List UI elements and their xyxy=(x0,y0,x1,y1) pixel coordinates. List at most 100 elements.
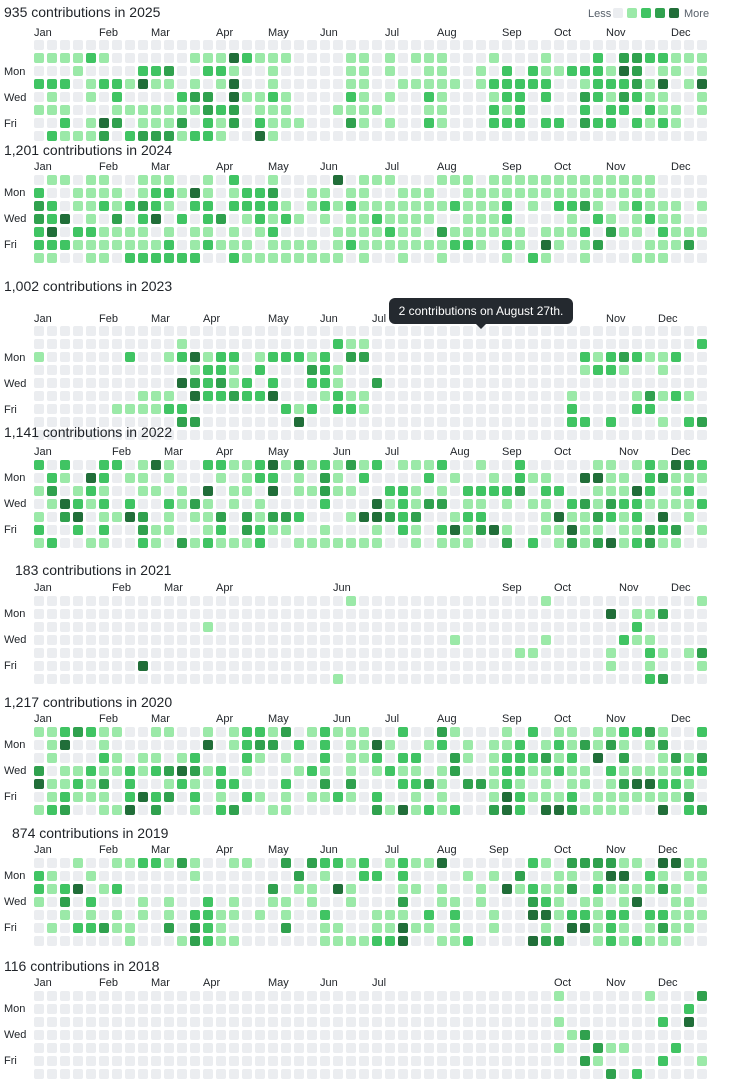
contribution-cell[interactable] xyxy=(190,525,200,535)
contribution-cell[interactable] xyxy=(255,740,265,750)
contribution-cell[interactable] xyxy=(567,227,577,237)
contribution-cell[interactable] xyxy=(541,766,551,776)
contribution-cell[interactable] xyxy=(489,53,499,63)
contribution-cell[interactable] xyxy=(437,105,447,115)
contribution-cell[interactable] xyxy=(489,910,499,920)
contribution-cell[interactable] xyxy=(164,131,174,141)
contribution-cell[interactable] xyxy=(333,118,343,128)
contribution-cell[interactable] xyxy=(268,105,278,115)
contribution-cell[interactable] xyxy=(73,648,83,658)
contribution-cell[interactable] xyxy=(333,391,343,401)
contribution-cell[interactable] xyxy=(593,175,603,185)
contribution-cell[interactable] xyxy=(424,805,434,815)
contribution-cell[interactable] xyxy=(554,897,564,907)
contribution-cell[interactable] xyxy=(112,805,122,815)
contribution-cell[interactable] xyxy=(424,40,434,50)
contribution-cell[interactable] xyxy=(541,538,551,548)
contribution-cell[interactable] xyxy=(567,884,577,894)
contribution-cell[interactable] xyxy=(541,365,551,375)
contribution-cell[interactable] xyxy=(99,339,109,349)
contribution-cell[interactable] xyxy=(125,923,135,933)
contribution-cell[interactable] xyxy=(346,525,356,535)
contribution-cell[interactable] xyxy=(684,486,694,496)
contribution-cell[interactable] xyxy=(190,1004,200,1014)
contribution-cell[interactable] xyxy=(385,66,395,76)
contribution-cell[interactable] xyxy=(99,1069,109,1079)
contribution-cell[interactable] xyxy=(138,1069,148,1079)
contribution-cell[interactable] xyxy=(268,79,278,89)
contribution-cell[interactable] xyxy=(47,430,57,440)
contribution-cell[interactable] xyxy=(645,635,655,645)
contribution-cell[interactable] xyxy=(567,175,577,185)
contribution-cell[interactable] xyxy=(658,609,668,619)
contribution-cell[interactable] xyxy=(606,66,616,76)
contribution-cell[interactable] xyxy=(229,923,239,933)
contribution-cell[interactable] xyxy=(112,635,122,645)
contribution-cell[interactable] xyxy=(281,188,291,198)
contribution-cell[interactable] xyxy=(593,897,603,907)
contribution-cell[interactable] xyxy=(450,779,460,789)
contribution-cell[interactable] xyxy=(359,648,369,658)
contribution-cell[interactable] xyxy=(34,365,44,375)
contribution-cell[interactable] xyxy=(489,740,499,750)
contribution-cell[interactable] xyxy=(541,910,551,920)
contribution-cell[interactable] xyxy=(502,661,512,671)
contribution-cell[interactable] xyxy=(229,391,239,401)
contribution-cell[interactable] xyxy=(203,365,213,375)
contribution-cell[interactable] xyxy=(242,227,252,237)
contribution-cell[interactable] xyxy=(593,131,603,141)
contribution-cell[interactable] xyxy=(593,66,603,76)
contribution-cell[interactable] xyxy=(684,352,694,362)
contribution-cell[interactable] xyxy=(411,214,421,224)
contribution-cell[interactable] xyxy=(190,92,200,102)
contribution-cell[interactable] xyxy=(229,792,239,802)
contribution-cell[interactable] xyxy=(632,188,642,198)
contribution-cell[interactable] xyxy=(125,240,135,250)
contribution-cell[interactable] xyxy=(606,105,616,115)
contribution-cell[interactable] xyxy=(437,753,447,763)
contribution-cell[interactable] xyxy=(411,661,421,671)
contribution-cell[interactable] xyxy=(151,766,161,776)
contribution-cell[interactable] xyxy=(346,486,356,496)
contribution-cell[interactable] xyxy=(437,609,447,619)
contribution-cell[interactable] xyxy=(86,365,96,375)
contribution-cell[interactable] xyxy=(47,201,57,211)
contribution-cell[interactable] xyxy=(346,1043,356,1053)
contribution-cell[interactable] xyxy=(463,105,473,115)
contribution-cell[interactable] xyxy=(658,740,668,750)
contribution-cell[interactable] xyxy=(619,635,629,645)
contribution-cell[interactable] xyxy=(346,779,356,789)
contribution-cell[interactable] xyxy=(255,525,265,535)
contribution-cell[interactable] xyxy=(255,253,265,263)
contribution-cell[interactable] xyxy=(671,40,681,50)
contribution-cell[interactable] xyxy=(86,727,96,737)
contribution-cell[interactable] xyxy=(645,105,655,115)
contribution-cell[interactable] xyxy=(73,727,83,737)
contribution-cell[interactable] xyxy=(320,727,330,737)
contribution-cell[interactable] xyxy=(294,1056,304,1066)
contribution-cell[interactable] xyxy=(255,1056,265,1066)
contribution-cell[interactable] xyxy=(515,118,525,128)
contribution-cell[interactable] xyxy=(86,417,96,427)
contribution-cell[interactable] xyxy=(333,1069,343,1079)
contribution-cell[interactable] xyxy=(99,648,109,658)
contribution-cell[interactable] xyxy=(632,339,642,349)
contribution-cell[interactable] xyxy=(229,253,239,263)
contribution-cell[interactable] xyxy=(203,92,213,102)
contribution-cell[interactable] xyxy=(86,486,96,496)
contribution-cell[interactable] xyxy=(476,66,486,76)
contribution-cell[interactable] xyxy=(398,897,408,907)
contribution-cell[interactable] xyxy=(606,884,616,894)
contribution-cell[interactable] xyxy=(203,1056,213,1066)
contribution-cell[interactable] xyxy=(411,1004,421,1014)
contribution-cell[interactable] xyxy=(333,473,343,483)
contribution-cell[interactable] xyxy=(281,805,291,815)
contribution-cell[interactable] xyxy=(437,40,447,50)
contribution-cell[interactable] xyxy=(73,417,83,427)
contribution-cell[interactable] xyxy=(320,79,330,89)
contribution-cell[interactable] xyxy=(216,188,226,198)
contribution-cell[interactable] xyxy=(34,648,44,658)
contribution-cell[interactable] xyxy=(320,417,330,427)
contribution-cell[interactable] xyxy=(268,635,278,645)
contribution-cell[interactable] xyxy=(346,910,356,920)
